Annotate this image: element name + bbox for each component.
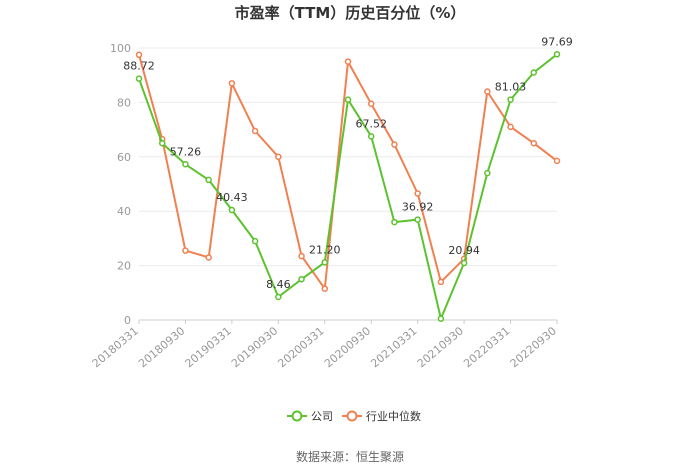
data-point-0 [182,161,189,168]
y-tick-label: 20 [117,260,131,273]
x-tick-label: 20210331 [368,324,419,370]
data-point-1 [275,153,282,161]
data-point-0 [460,259,468,267]
data-point-1 [484,88,491,95]
legend-label: 行业中位数 [366,409,421,423]
x-tick-label: 20190930 [229,324,280,370]
x-tick-label: 20180930 [136,324,187,370]
x-tick-label: 20220930 [508,324,559,370]
source-note: 数据来源：恒生聚源 [296,449,404,464]
data-point-0 [530,69,538,76]
legend[interactable]: 公司 行业中位数 [287,409,421,423]
data-point-0 [321,259,329,266]
data-point-1 [391,141,398,148]
data-point-1 [367,100,375,108]
data-point-1 [437,278,445,286]
data-point-0 [298,275,305,283]
legend-item-1[interactable]: 行业中位数 [342,409,421,423]
data-label: 67.52 [355,117,387,130]
data-point-0 [437,315,445,322]
x-tick-label: 20210930 [415,324,466,370]
data-point-0 [158,139,166,147]
data-point-1 [228,80,236,87]
data-label: 40.43 [216,191,248,204]
data-point-0 [344,96,352,103]
legend-swatch-marker [291,410,303,422]
data-point-1 [205,254,212,261]
data-point-0 [205,176,212,184]
data-point-1 [321,285,329,292]
data-point-1 [530,139,538,147]
data-label: 57.26 [170,145,202,158]
data-point-1 [553,157,561,165]
series-layer [135,51,561,322]
legend-swatch-marker [346,410,358,422]
y-tick-label: 80 [117,96,131,109]
data-point-1 [414,190,421,197]
legend-item-0[interactable]: 公司 [287,410,333,423]
data-point-0 [391,218,398,226]
data-label: 97.69 [541,35,573,48]
data-point-1 [344,58,352,65]
x-tick-label: 20190331 [183,324,234,370]
data-label: 20.94 [448,244,480,257]
data-point-1 [298,252,305,260]
data-point-0 [275,293,282,301]
data-label: 81.03 [495,81,527,94]
x-tick-label: 20220331 [461,324,512,370]
data-point-0 [484,169,491,177]
y-tick-label: 100 [110,42,131,55]
data-labels: 88.72 57.26 40.43 8.46 21.20 67.52 36.92 20.94 8… [123,35,573,291]
data-label: 21.20 [309,243,341,256]
x-tick-label: 20200331 [275,324,326,370]
series-line-0 [138,53,558,320]
legend-label: 公司 [311,410,333,423]
data-point-0 [228,206,236,214]
y-tick-label: 0 [124,314,131,327]
y-tick-label: 60 [117,151,131,164]
data-point-0 [553,51,561,58]
data-point-0 [251,237,259,245]
x-tick-label: 20200930 [322,324,373,370]
data-point-1 [251,127,259,135]
data-point-0 [507,96,514,103]
data-point-1 [135,51,143,59]
x-tick-label: 20180331 [90,324,141,370]
data-label: 36.92 [402,201,434,214]
data-point-0 [367,133,375,140]
y-axis: 0 20 40 60 80 100 [110,42,131,327]
y-tick-label: 40 [117,205,131,218]
data-point-1 [507,123,514,131]
x-axis: 2018033120180930201903312019093020200331… [90,320,559,370]
chart-title: 市盈率（TTM）历史百分位（%） [235,4,466,22]
data-label: 88.72 [123,60,155,73]
data-point-0 [414,216,421,223]
data-label: 8.46 [266,278,291,291]
data-point-1 [182,247,189,254]
data-point-0 [135,75,143,82]
